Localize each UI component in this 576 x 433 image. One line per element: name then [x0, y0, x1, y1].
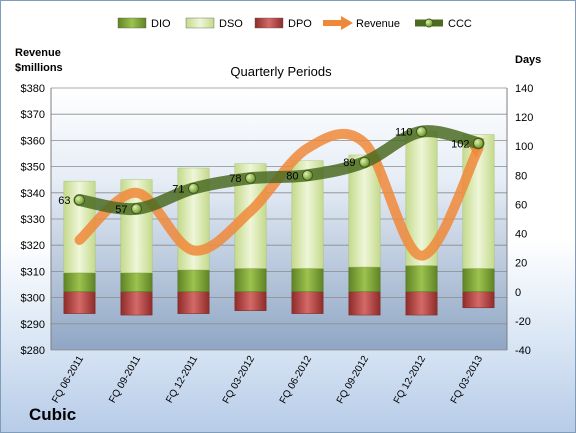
left-axis-label: Revenue $millions — [15, 47, 64, 74]
dpo-bar — [291, 291, 324, 314]
dpo-bar — [120, 291, 153, 316]
company-name: Cubic — [29, 405, 77, 424]
ccc-point — [359, 156, 370, 168]
ccc-point — [188, 182, 199, 194]
dio-bar — [348, 266, 381, 293]
ccc-point — [245, 172, 256, 184]
left-tick-label: $360 — [21, 135, 45, 147]
right-tick-label: 0 — [515, 287, 521, 299]
x-tick-label: FQ 06-2012 — [278, 354, 314, 406]
right-tick-label: 20 — [515, 258, 527, 270]
right-tick-label: 60 — [515, 199, 527, 211]
dpo-bar — [462, 291, 495, 309]
dio-bar — [462, 268, 495, 293]
legend: DIO DSO DPO Revenue CCC — [117, 16, 472, 30]
right-tick-label: -20 — [515, 316, 531, 328]
ccc-data-label: 63 — [58, 195, 70, 207]
dpo-bar — [177, 291, 210, 314]
dso-legend-swatch — [185, 17, 215, 29]
ccc-data-label: 71 — [172, 183, 184, 195]
chart-title: Quarterly Periods — [230, 64, 332, 79]
revenue-legend-label: Revenue — [356, 18, 400, 30]
dio-legend-label: DIO — [151, 18, 171, 30]
dio-legend-swatch — [117, 17, 147, 29]
dpo-legend-label: DPO — [288, 18, 312, 30]
revenue-legend-arrowhead — [341, 16, 353, 30]
revenue-line — [74, 128, 484, 261]
ccc-point — [473, 137, 484, 149]
x-tick-label: FQ 06-2011 — [50, 354, 86, 405]
dpo-bar — [348, 291, 381, 316]
ccc-data-label: 78 — [229, 173, 241, 185]
dio-bar — [63, 272, 96, 293]
right-axis-ticks: -40 -20 0 20 40 60 80 100 120 140 — [515, 83, 533, 357]
x-tick-label: FQ 12-2011 — [164, 354, 200, 405]
right-tick-label: 100 — [515, 141, 533, 153]
ccc-point — [302, 169, 313, 181]
ccc-point — [74, 194, 85, 206]
dpo-bar — [63, 291, 96, 314]
x-tick-label: FQ 09-2011 — [107, 354, 143, 405]
left-tick-label: $330 — [21, 214, 45, 226]
x-tick-label: FQ 09-2012 — [335, 354, 371, 406]
dio-bar — [234, 268, 267, 293]
ccc-point — [416, 126, 427, 138]
left-axis-label-line-2: $millions — [15, 62, 63, 74]
dio-bar — [405, 265, 438, 293]
x-tick-label: FQ 12-2012 — [392, 354, 428, 406]
ccc-data-label: 110 — [395, 127, 413, 139]
right-tick-label: 80 — [515, 170, 527, 182]
left-axis-label-line-1: Revenue — [15, 47, 61, 59]
left-tick-label: $380 — [21, 83, 45, 95]
ccc-data-label: 57 — [115, 204, 127, 216]
left-tick-label: $310 — [21, 266, 45, 278]
left-tick-label: $370 — [21, 109, 45, 121]
right-tick-label: 140 — [515, 83, 533, 95]
ccc-legend-label: CCC — [448, 18, 472, 30]
x-axis-labels: FQ 06-2011 FQ 09-2011 FQ 12-2011 FQ 03-2012… — [50, 354, 485, 406]
left-tick-label: $340 — [21, 188, 45, 200]
x-tick-label: FQ 03-2013 — [449, 354, 485, 406]
right-tick-label: -40 — [515, 345, 531, 357]
dpo-bar — [405, 291, 438, 316]
points: 63 57 71 78 80 89 110 102 — [58, 126, 484, 216]
left-tick-label: $290 — [21, 319, 45, 331]
dpo-legend-swatch — [254, 17, 284, 29]
left-tick-label: $350 — [21, 162, 45, 174]
ccc-legend-dot — [424, 18, 434, 28]
left-tick-label: $280 — [21, 345, 45, 357]
dso-bar — [348, 154, 381, 268]
left-tick-label: $320 — [21, 240, 45, 252]
dio-bar — [291, 268, 324, 293]
dio-bar — [177, 269, 210, 293]
right-tick-label: 120 — [515, 112, 533, 124]
left-tick-label: $300 — [21, 293, 45, 305]
x-tick-label: FQ 03-2012 — [221, 354, 257, 406]
dio-bar — [120, 272, 153, 293]
ccc-data-label: 80 — [286, 170, 298, 182]
right-tick-label: 40 — [515, 229, 527, 241]
dpo-bar — [234, 291, 267, 311]
ccc-data-label: 89 — [343, 157, 355, 169]
right-axis-label: Days — [515, 54, 541, 66]
ccc-point — [131, 203, 142, 215]
dso-legend-label: DSO — [219, 18, 243, 30]
left-axis-ticks: $280 $290 $300 $310 $320 $330 $340 $350 $360 $370… — [21, 83, 45, 357]
ccc-data-label: 102 — [451, 138, 469, 150]
